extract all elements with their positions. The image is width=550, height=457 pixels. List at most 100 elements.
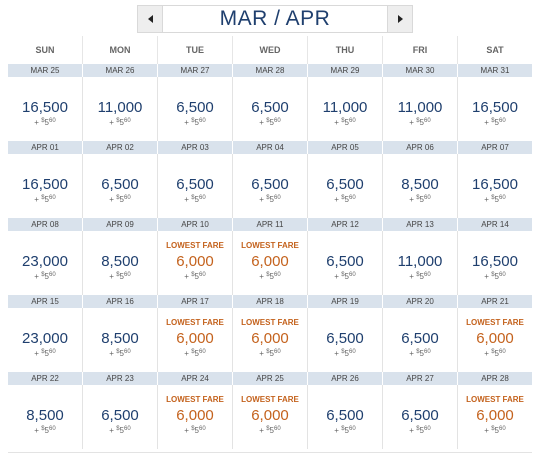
tax-plus: + [259,426,264,435]
tax-currency: $ [491,272,495,278]
fare-cell[interactable]: 6,500 + $560 [308,308,383,372]
fare-cell[interactable]: 8,500 + $560 [383,154,458,218]
tax-whole: 5 [44,272,49,281]
tax-whole: 5 [494,272,499,281]
date-label: APR 02 [83,141,158,154]
tax-cents: 60 [424,272,431,278]
fare-amount: 8,500 [26,407,64,424]
tax-plus: + [184,195,189,204]
fare-amount: 6,000 [476,330,514,347]
tax-currency: $ [266,118,270,124]
next-month-button[interactable] [387,6,412,32]
fare-cell[interactable]: 16,500 + $560 [458,77,532,141]
fare-cell[interactable]: 16,500 + $560 [458,231,532,295]
fare-cell[interactable]: LOWEST FARE 6,000 + $560 [158,308,233,372]
fare-cell[interactable]: 6,500 + $560 [233,77,308,141]
fare-cell[interactable]: LOWEST FARE 6,000 + $560 [233,308,308,372]
lowest-fare-label: LOWEST FARE [466,318,524,327]
tax-currency: $ [341,272,345,278]
tax-whole: 5 [344,426,349,435]
fare-cell[interactable]: 6,500 + $560 [308,231,383,295]
fare-cell[interactable]: 23,000 + $560 [8,308,83,372]
tax-plus: + [484,349,489,358]
previous-month-button[interactable] [138,6,163,32]
fare-cell[interactable]: 6,500 + $560 [308,154,383,218]
fare-cell[interactable]: 6,500 + $560 [83,154,158,218]
fare-cell[interactable]: 11,000 + $560 [383,77,458,141]
tax-currency: $ [341,195,345,201]
fare-cell[interactable]: 11,000 + $560 [308,77,383,141]
date-band: APR 15 APR 16 APR 17 APR 18 APR 19 APR 20 APR … [8,295,532,308]
fare-cell[interactable]: 23,000 + $560 [8,231,83,295]
tax-whole: 5 [344,349,349,358]
tax-whole: 5 [119,118,124,127]
tax-amount: + $560 [233,272,307,281]
fare-cell[interactable]: 16,500 + $560 [8,154,83,218]
tax-whole: 5 [194,195,199,204]
arrow-right-icon [397,15,403,23]
tax-whole: 5 [419,349,424,358]
tax-currency: $ [491,426,495,432]
fare-amount: 16,500 [472,176,518,193]
fare-cell[interactable]: 6,500 + $560 [308,385,383,449]
fare-cell[interactable]: LOWEST FARE 6,000 + $560 [458,308,532,372]
date-label: APR 25 [233,372,308,385]
tax-cents: 60 [499,349,506,355]
fare-cell[interactable]: 6,500 + $560 [83,385,158,449]
fare-cell[interactable]: 8,500 + $560 [83,308,158,372]
date-label: APR 23 [83,372,158,385]
date-label: APR 27 [383,372,458,385]
tax-plus: + [259,272,264,281]
fare-amount: 6,500 [176,99,214,116]
tax-currency: $ [266,426,270,432]
fare-cell[interactable]: 11,000 + $560 [383,231,458,295]
fare-cell[interactable]: LOWEST FARE 6,000 + $560 [158,385,233,449]
tax-whole: 5 [494,195,499,204]
tax-currency: $ [416,118,420,124]
fare-amount: 11,000 [397,99,443,116]
tax-amount: + $560 [158,118,232,127]
fare-amount: 6,500 [401,330,439,347]
tax-currency: $ [416,272,420,278]
tax-whole: 5 [344,272,349,281]
tax-whole: 5 [269,195,274,204]
calendar-week: APR 22 APR 23 APR 24 APR 25 APR 26 APR 27 APR … [8,372,532,449]
date-label: APR 15 [8,295,83,308]
tax-plus: + [109,118,114,127]
tax-plus: + [484,118,489,127]
fare-amount: 6,000 [251,330,289,347]
fare-cell[interactable]: 6,500 + $560 [158,77,233,141]
date-label: APR 14 [481,220,509,229]
date-label: MAR 30 [383,64,458,77]
fare-amount: 6,500 [251,99,289,116]
fare-cell[interactable]: 6,500 + $560 [383,385,458,449]
calendar-week: APR 08 APR 09 APR 10 APR 11 APR 12 APR 13 APR … [8,218,532,295]
fare-cell[interactable]: 6,500 + $560 [233,154,308,218]
date-label: APR 06 [383,141,458,154]
tax-plus: + [334,195,339,204]
tax-currency: $ [191,426,195,432]
date-label: APR 13 [383,218,458,231]
tax-amount: + $560 [158,272,232,281]
fare-cell[interactable]: 11,000 + $560 [83,77,158,141]
tax-currency: $ [416,426,420,432]
fare-cell[interactable]: 16,500 + $560 [458,154,532,218]
date-label: APR 01 [8,141,83,154]
fare-cell[interactable]: LOWEST FARE 6,000 + $560 [458,385,532,449]
tax-plus: + [259,195,264,204]
fare-cell[interactable]: LOWEST FARE 6,000 + $560 [233,385,308,449]
calendar-bottom-border [8,452,532,453]
fare-amount: 6,000 [176,330,214,347]
tax-currency: $ [116,195,120,201]
fare-cell[interactable]: 16,500 + $560 [8,77,83,141]
fare-cell[interactable]: 8,500 + $560 [83,231,158,295]
fare-cell[interactable]: 8,500 + $560 [8,385,83,449]
tax-cents: 60 [499,118,506,124]
tax-amount: + $560 [458,118,532,127]
fare-cell[interactable]: 6,500 + $560 [383,308,458,372]
fare-amount: 6,000 [476,407,514,424]
fare-cell[interactable]: LOWEST FARE 6,000 + $560 [233,231,308,295]
fare-cell[interactable]: LOWEST FARE 6,000 + $560 [158,231,233,295]
tax-amount: + $560 [8,426,82,435]
fare-cell[interactable]: 6,500 + $560 [158,154,233,218]
